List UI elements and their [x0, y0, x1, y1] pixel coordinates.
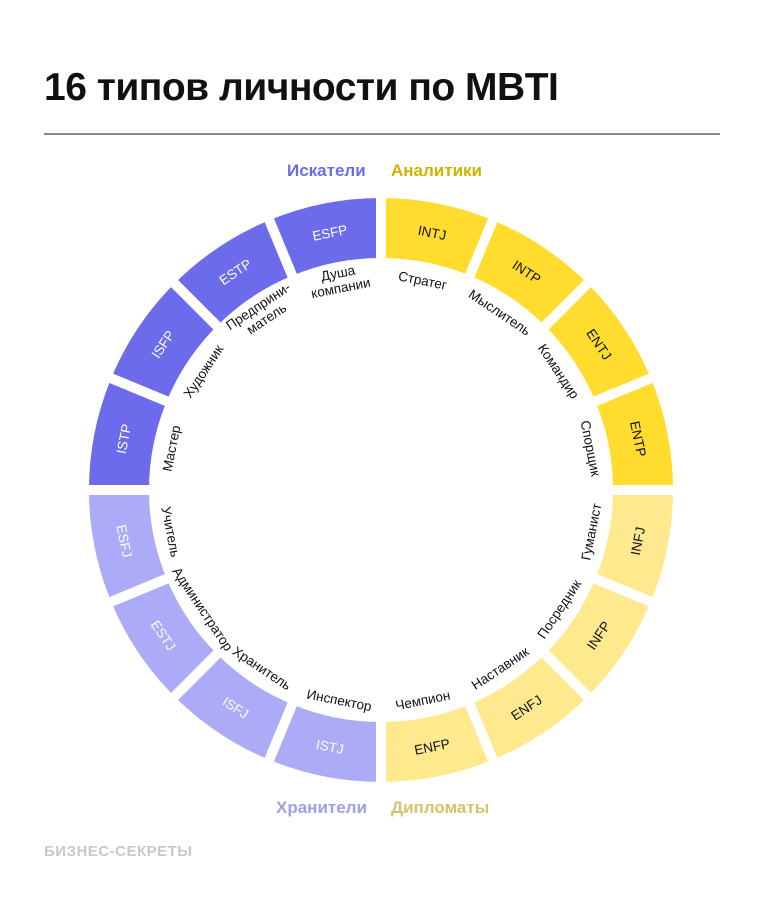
- page-title: 16 типов личности по MBTI: [44, 66, 559, 109]
- segment-intj: [381, 198, 493, 276]
- type-code-infj: INFJ: [628, 526, 648, 557]
- type-name-intj: Стратег: [397, 268, 448, 292]
- segment-isfp: [111, 283, 217, 402]
- type-name-entp: Спорщик: [578, 419, 604, 478]
- group-label-keepers: Хранители: [276, 798, 367, 817]
- segment-gap: [105, 572, 173, 608]
- segment-istj: [269, 704, 381, 782]
- segment-istp: [89, 378, 167, 490]
- segment-esfp: [269, 198, 381, 276]
- segment-entp: [595, 378, 673, 490]
- group-label-diplomats: Дипломаты: [391, 798, 490, 817]
- segment-gap: [589, 572, 657, 608]
- segment-gap: [538, 277, 594, 333]
- brand-logo: БИЗНЕС-СЕКРЕТЫ: [44, 843, 193, 860]
- segment-gap: [589, 372, 657, 408]
- segment-entj: [545, 283, 651, 402]
- segment-estp: [174, 220, 293, 326]
- type-name-enfp: Чемпион: [394, 688, 451, 714]
- type-code-intj: INTJ: [417, 223, 448, 243]
- segment-infp: [545, 578, 651, 697]
- type-code-esfj: ESFJ: [113, 523, 134, 558]
- type-code-istj: ISTJ: [315, 737, 345, 757]
- segment-esfj: [89, 490, 167, 602]
- segment-gap: [168, 277, 224, 333]
- segment-gap: [263, 698, 299, 766]
- type-code-entp: ENTP: [627, 420, 649, 458]
- type-name-istp: Мастер: [160, 424, 184, 473]
- group-label-seekers: Искатели: [287, 161, 366, 180]
- title-divider: [44, 133, 720, 135]
- type-code-esfp: ESFP: [311, 222, 349, 244]
- type-name-istj: Инспектор: [305, 687, 373, 715]
- segment-gap: [463, 698, 499, 766]
- segment-gap: [168, 647, 224, 703]
- type-code-enfp: ENFP: [413, 736, 451, 758]
- type-code-istp: ISTP: [114, 423, 135, 455]
- type-name-esfj: Учитель: [158, 505, 183, 558]
- segment-enfp: [381, 704, 493, 782]
- type-name-infj: Гуманист: [578, 502, 604, 562]
- segment-gap: [538, 647, 594, 703]
- segment-estj: [111, 578, 217, 697]
- segment-isfj: [174, 654, 293, 760]
- segment-gap: [105, 372, 173, 408]
- segment-gap: [463, 214, 499, 282]
- segment-infj: [595, 490, 673, 602]
- segment-gap: [263, 214, 299, 282]
- segment-intp: [469, 220, 588, 326]
- group-label-analysts: Аналитики: [391, 161, 482, 180]
- segment-enfj: [469, 654, 588, 760]
